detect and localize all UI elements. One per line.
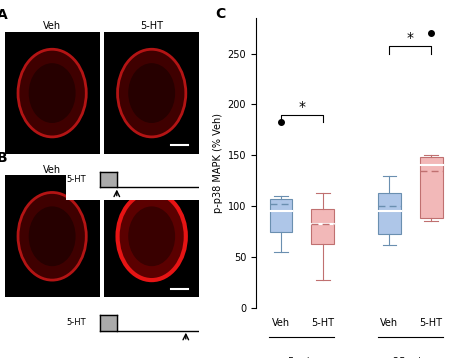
Text: *: * [298,100,305,113]
Ellipse shape [118,194,185,279]
Ellipse shape [19,194,85,279]
Title: Veh: Veh [43,165,61,175]
Text: B: B [0,151,8,165]
Bar [378,193,401,234]
Title: 5-HT: 5-HT [140,21,163,32]
Text: C: C [216,7,226,21]
Ellipse shape [19,50,85,136]
Ellipse shape [29,64,75,122]
Y-axis label: p-p38 MAPK (% Veh): p-p38 MAPK (% Veh) [213,113,223,213]
Title: Veh: Veh [43,21,61,32]
Text: 5-HT: 5-HT [66,175,86,184]
Bar [311,209,334,244]
Ellipse shape [29,207,75,266]
Text: 25 min: 25 min [393,357,428,358]
Text: A: A [0,8,8,22]
Ellipse shape [129,207,174,266]
Ellipse shape [118,50,185,136]
Text: *: * [407,32,414,45]
Bar [270,199,292,232]
Text: 5 min: 5 min [288,357,316,358]
Ellipse shape [129,64,174,122]
Bar [419,157,443,218]
Text: 5-HT: 5-HT [66,318,86,327]
Title: 5-HT: 5-HT [140,165,163,175]
